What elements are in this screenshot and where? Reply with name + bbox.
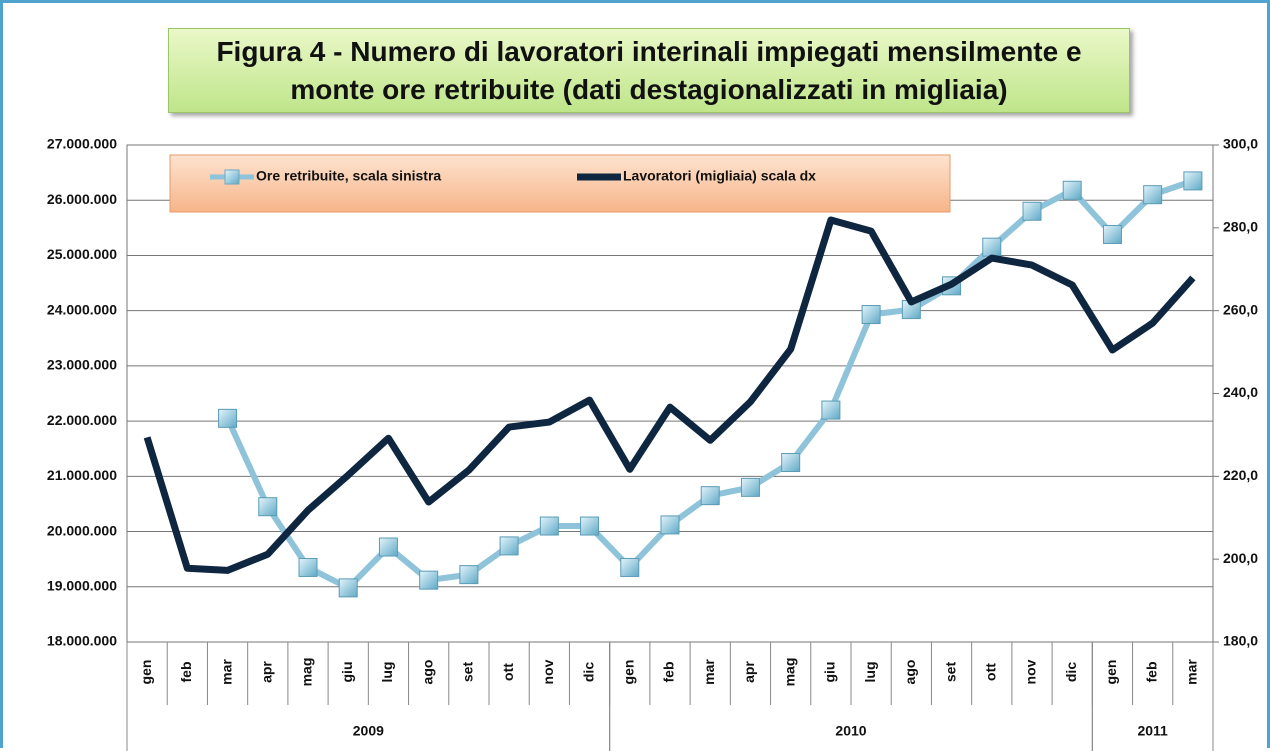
x-group-label: 2009 <box>353 723 384 739</box>
series-line <box>224 178 1194 591</box>
x-tick-label: set <box>942 662 958 683</box>
y2-tick-label: 300,0 <box>1223 136 1258 152</box>
x-tick-label: gen <box>138 660 154 685</box>
marker <box>660 515 680 535</box>
marker <box>459 565 479 585</box>
y-tick-label: 22.000.000 <box>47 412 117 428</box>
marker <box>781 453 801 473</box>
y-tick-label: 27.000.000 <box>47 136 117 152</box>
x-tick-label: gen <box>1103 660 1119 685</box>
y-tick-label: 20.000.000 <box>47 522 117 538</box>
marker <box>1022 201 1042 221</box>
marker <box>861 305 881 325</box>
x-tick-label: nov <box>540 659 556 684</box>
x-tick-label: gen <box>620 660 636 685</box>
marker <box>1183 171 1203 191</box>
x-group-label: 2011 <box>1137 723 1168 739</box>
x-tick-label: apr <box>258 661 274 683</box>
y2-tick-label: 280,0 <box>1223 219 1258 235</box>
marker <box>620 557 640 577</box>
y-tick-label: 24.000.000 <box>47 301 117 317</box>
y-tick-label: 25.000.000 <box>47 246 117 262</box>
legend-marker <box>224 169 240 185</box>
y-tick-label: 19.000.000 <box>47 577 117 593</box>
x-tick-label: feb <box>661 662 677 683</box>
x-tick-label: mar <box>1184 659 1200 685</box>
marker <box>298 557 318 577</box>
marker <box>821 400 841 420</box>
x-tick-label: ott <box>982 663 998 681</box>
y2-tick-label: 180,0 <box>1223 633 1258 649</box>
series-line <box>143 216 1196 574</box>
legend-label: Ore retribuite, scala sinistra <box>256 168 441 184</box>
y-tick-label: 21.000.000 <box>47 467 117 483</box>
y-tick-label: 26.000.000 <box>47 191 117 207</box>
x-tick-label: mar <box>218 659 234 685</box>
y-tick-label: 23.000.000 <box>47 357 117 373</box>
x-tick-label: giu <box>339 662 355 683</box>
y-tick-label: 18.000.000 <box>47 633 117 649</box>
marker <box>378 537 398 557</box>
x-tick-label: mar <box>701 659 717 685</box>
x-tick-label: dic <box>1063 662 1079 682</box>
y2-tick-label: 200,0 <box>1223 550 1258 566</box>
marker <box>700 486 720 506</box>
y2-tick-label: 260,0 <box>1223 301 1258 317</box>
x-tick-label: feb <box>1143 662 1159 683</box>
x-tick-label: feb <box>178 662 194 683</box>
marker <box>1102 224 1122 244</box>
marker <box>338 578 358 598</box>
x-tick-label: lug <box>379 662 395 683</box>
marker <box>539 516 559 536</box>
x-tick-label: set <box>460 662 476 683</box>
marker <box>1062 180 1082 200</box>
x-tick-label: ott <box>500 663 516 681</box>
marker <box>218 408 238 428</box>
legend-label: Lavoratori (migliaia) scala dx <box>623 168 816 184</box>
x-tick-label: nov <box>1023 659 1039 684</box>
chart-title: Figura 4 - Numero di lavoratori interina… <box>168 28 1130 113</box>
legend-box <box>169 154 951 213</box>
marker <box>499 536 519 556</box>
x-group-label: 2010 <box>835 723 866 739</box>
marker <box>258 497 278 517</box>
x-tick-label: lug <box>862 662 878 683</box>
x-tick-label: ago <box>902 660 918 685</box>
marker <box>1143 185 1163 205</box>
y2-tick-label: 240,0 <box>1223 384 1258 400</box>
marker <box>419 570 439 590</box>
plot-border <box>126 144 1214 643</box>
x-tick-label: dic <box>580 662 596 682</box>
x-tick-label: mag <box>299 658 315 687</box>
marker <box>982 237 1002 257</box>
x-tick-label: apr <box>741 661 757 683</box>
marker <box>580 516 600 536</box>
y2-tick-label: 220,0 <box>1223 467 1258 483</box>
marker <box>740 477 760 497</box>
x-tick-label: mag <box>781 658 797 687</box>
x-tick-label: giu <box>822 662 838 683</box>
x-tick-label: ago <box>419 660 435 685</box>
